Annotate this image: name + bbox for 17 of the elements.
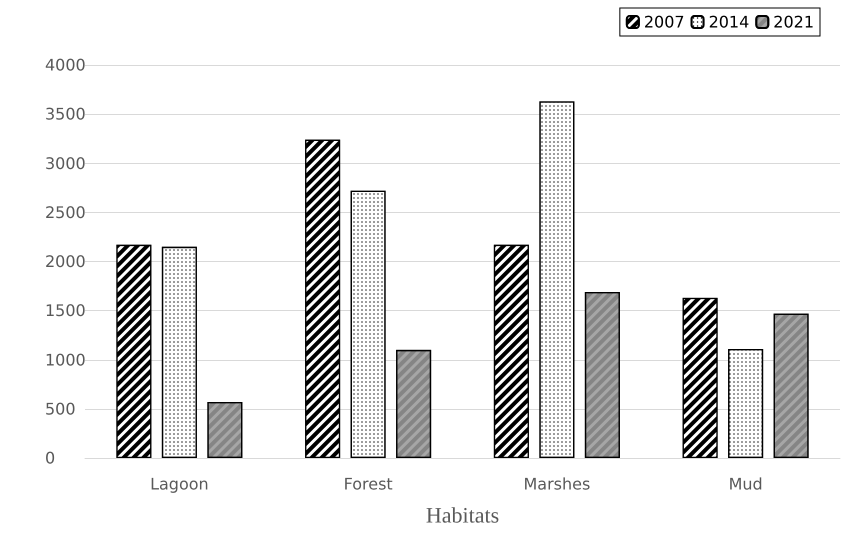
y-tick-label: 4000 xyxy=(45,56,86,74)
legend-label: 2014 xyxy=(708,12,750,32)
legend-label: 2007 xyxy=(644,12,685,32)
x-tick-label: Mud xyxy=(728,474,763,494)
y-tick-label: 1500 xyxy=(45,301,86,320)
y-tick-label: 2500 xyxy=(45,202,86,222)
y-tick-label: 500 xyxy=(45,399,76,418)
legend-label: 2021 xyxy=(773,12,814,32)
x-axis-title: Habitats xyxy=(426,502,500,528)
y-tick-label: 3000 xyxy=(45,154,86,173)
x-tick-label: Forest xyxy=(344,474,393,494)
y-tick-label: 1000 xyxy=(45,350,86,370)
x-tick-label: Lagoon xyxy=(150,474,209,494)
y-tick-label: 0 xyxy=(45,448,56,468)
y-tick-label: 3500 xyxy=(45,104,86,124)
y-tick-label: 2000 xyxy=(45,252,86,271)
x-tick-label: Marshes xyxy=(523,474,590,494)
